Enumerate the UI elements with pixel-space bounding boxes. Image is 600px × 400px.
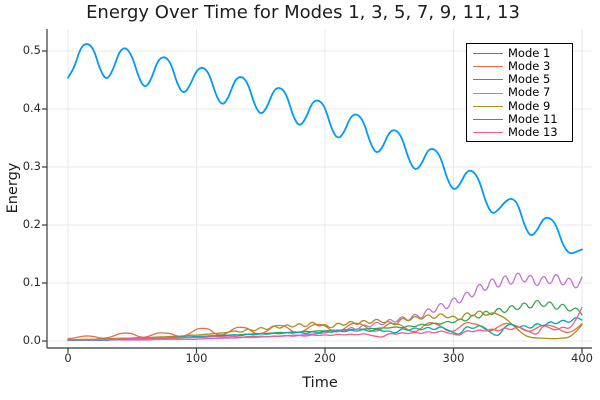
x-tick-label: 200: [314, 351, 336, 365]
legend-label-mode-5: Mode 5: [508, 72, 551, 87]
legend-line-mode-11: [473, 119, 503, 121]
legend-label-mode-1: Mode 1: [508, 45, 551, 60]
y-tick-label: 0.4: [22, 101, 41, 115]
legend-line-mode-9: [473, 105, 503, 107]
legend-line-mode-13: [473, 132, 503, 134]
legend-item-mode-3: Mode 3: [467, 60, 572, 73]
legend-label-mode-13: Mode 13: [508, 124, 558, 139]
legend: Mode 1 Mode 3 Mode 5 Mode 7 Mode 9 Mode 11 Mod…: [466, 43, 573, 142]
legend-label-mode-11: Mode 11: [508, 111, 558, 126]
y-tick-label: 0.2: [22, 217, 41, 231]
y-tick-label: 0.3: [22, 159, 41, 173]
y-tick-label: 0.5: [22, 43, 41, 57]
legend-line-mode-1: [473, 53, 503, 55]
x-axis-label: Time: [302, 375, 338, 391]
x-tick-label: 400: [571, 351, 593, 365]
legend-label-mode-3: Mode 3: [508, 59, 551, 74]
series-line-mode-7: [67, 272, 583, 342]
legend-item-mode-13: Mode 13: [467, 126, 572, 139]
legend-label-mode-9: Mode 9: [508, 98, 551, 113]
chart-title: Energy Over Time for Modes 1, 3, 5, 7, 9…: [86, 2, 520, 23]
series-line-mode-1: [67, 43, 583, 255]
y-tick-label: 0.0: [22, 333, 41, 347]
series-line-mode-9: [67, 310, 583, 341]
legend-line-mode-7: [473, 92, 503, 94]
legend-item-mode-11: Mode 11: [467, 113, 572, 126]
legend-item-mode-7: Mode 7: [467, 87, 572, 100]
x-tick-label: 0: [64, 351, 72, 365]
x-tick-label: 300: [442, 351, 465, 365]
legend-line-mode-3: [473, 66, 503, 68]
legend-item-mode-9: Mode 9: [467, 100, 572, 113]
legend-label-mode-7: Mode 7: [508, 85, 551, 100]
y-tick-label: 0.1: [22, 275, 41, 289]
series-line-mode-13: [67, 306, 583, 341]
legend-line-mode-5: [473, 79, 503, 81]
legend-item-mode-5: Mode 5: [467, 73, 572, 86]
legend-item-mode-1: Mode 1: [467, 47, 572, 60]
x-tick-label: 100: [185, 351, 208, 365]
